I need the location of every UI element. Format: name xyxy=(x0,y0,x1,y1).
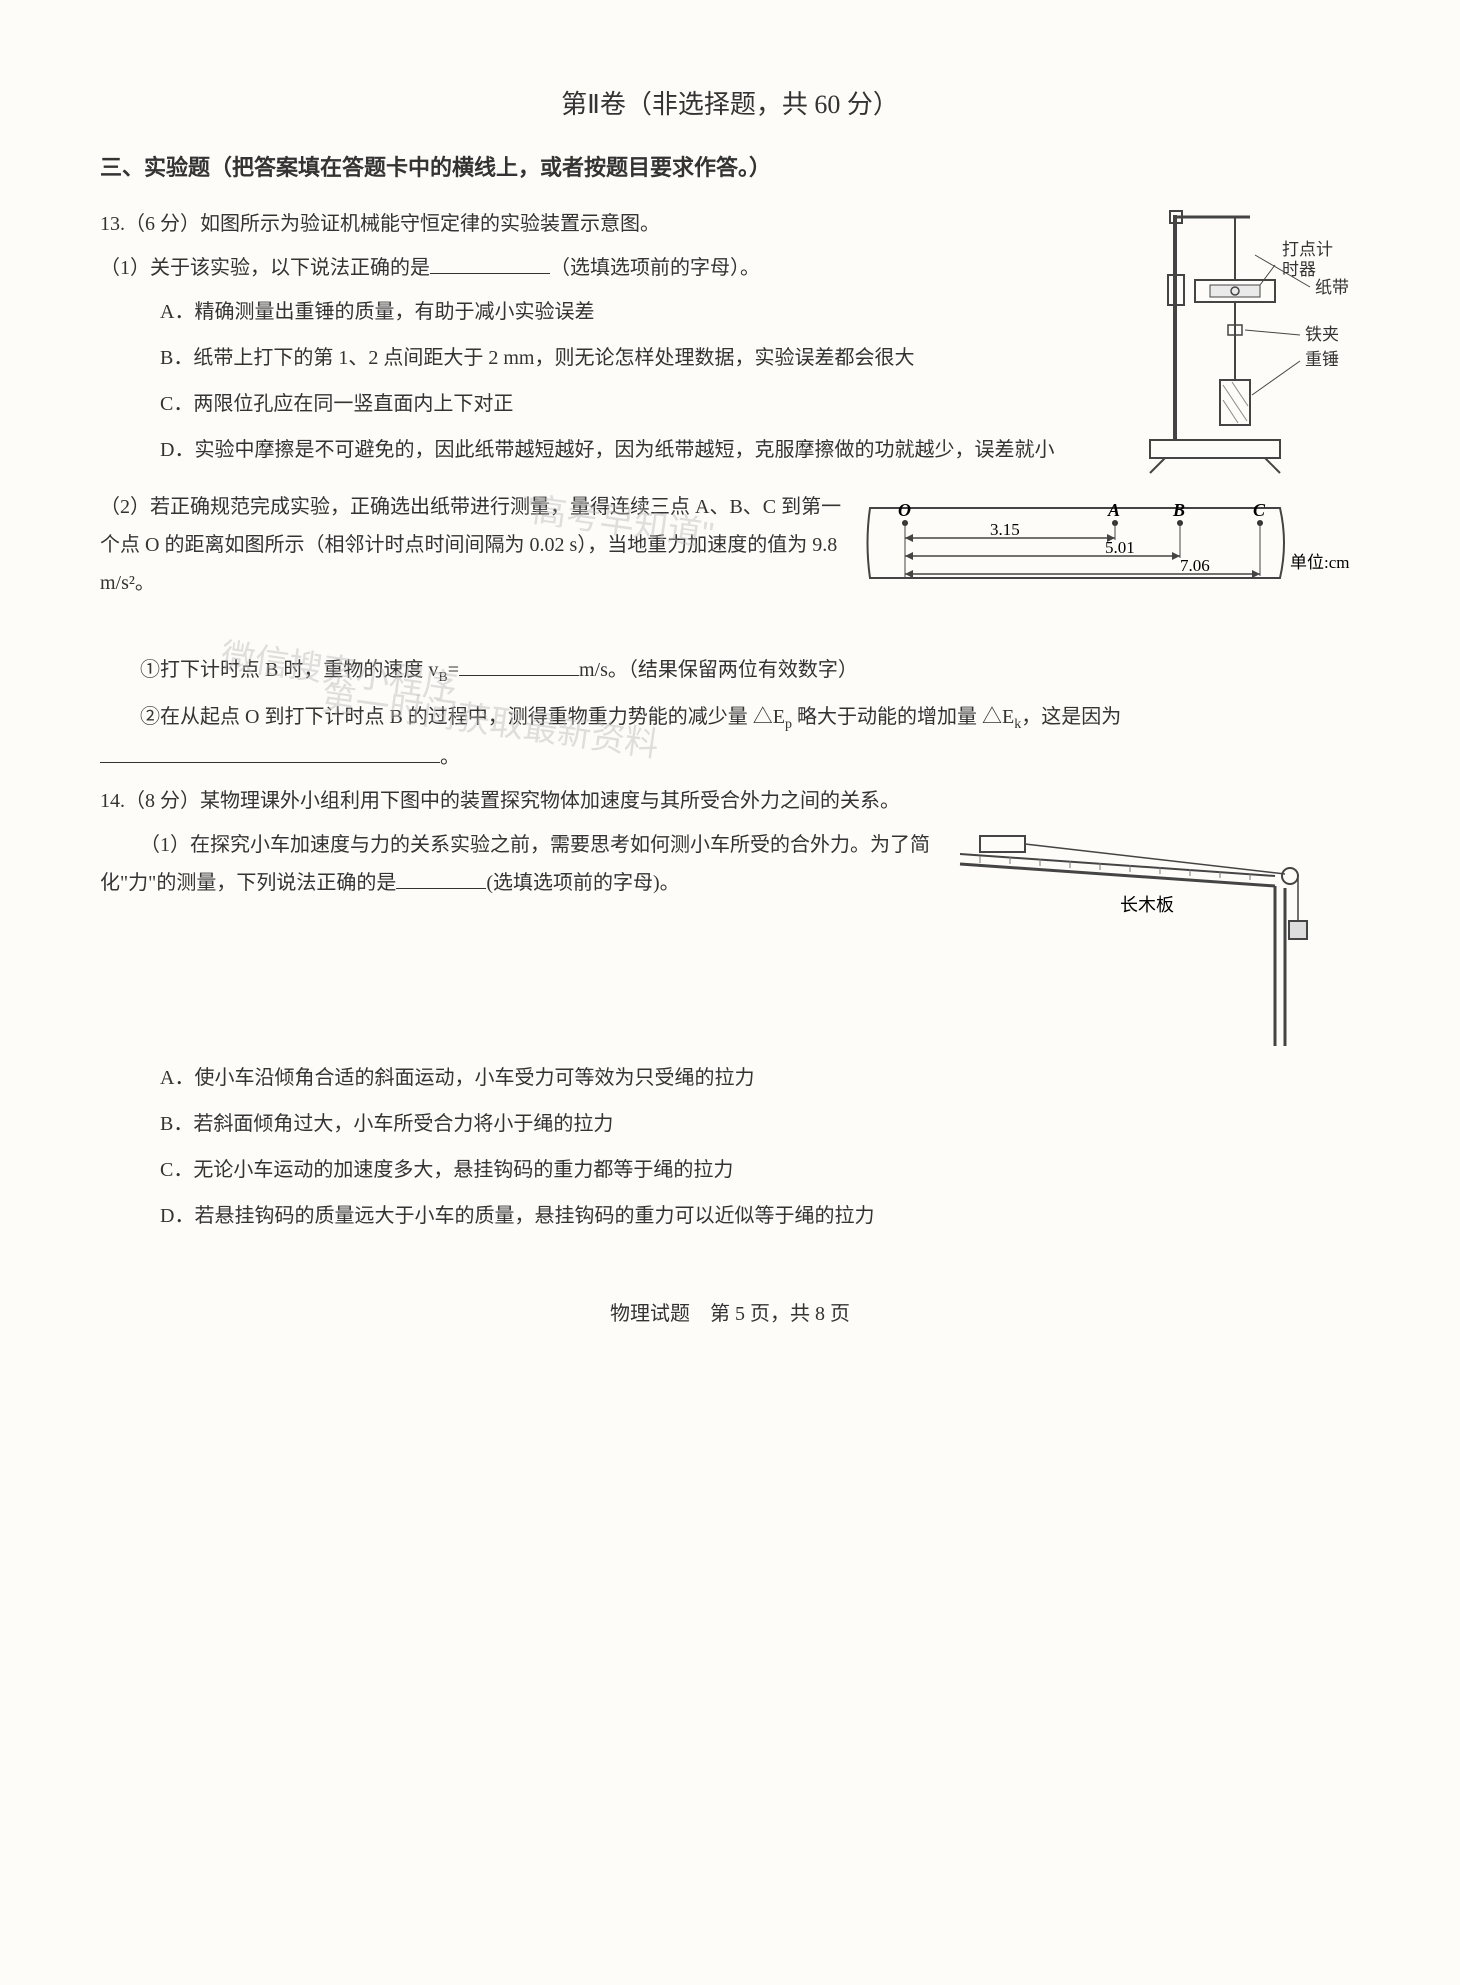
section-heading: 三、实验题（把答案填在答题卡中的横线上，或者按题目要求作答。） xyxy=(100,147,1360,189)
unit-cm: 单位:cm xyxy=(1290,553,1350,572)
tape-svg: O A B C 3.15 5.01 xyxy=(860,488,1360,638)
q14-optC: C．无论小车运动的加速度多大，悬挂钩码的重力都等于绳的拉力 xyxy=(100,1151,1360,1189)
subscript-p: p xyxy=(785,717,792,732)
label-timer: 打点计 xyxy=(1282,240,1333,259)
svg-text:时器: 时器 xyxy=(1282,260,1316,279)
roll-title: 第Ⅱ卷（非选择题，共 60 分） xyxy=(100,80,1360,129)
q13-sub2-b: 略大于动能的增加量 △E xyxy=(792,706,1014,728)
blank-fill[interactable] xyxy=(459,655,579,676)
q13-sub1-a: ①打下计时点 B 时，重物的速度 v xyxy=(140,659,438,681)
q13-sub2-c: ，这是因为 xyxy=(1021,706,1121,728)
label-O: O xyxy=(898,500,911,520)
label-B: B xyxy=(1172,500,1185,520)
label-tape: 纸带 xyxy=(1315,278,1349,297)
dim-3.15: 3.15 xyxy=(990,520,1020,539)
q14-stem: 14.（8 分）某物理课外小组利用下图中的装置探究物体加速度与其所受合外力之间的… xyxy=(100,782,1360,820)
dim-5.01: 5.01 xyxy=(1105,538,1135,557)
figure-acceleration-apparatus: 长木板 xyxy=(940,826,1360,1059)
label-A: A xyxy=(1107,500,1120,520)
figure-tape-measurements: O A B C 3.15 5.01 xyxy=(860,488,1360,651)
blank-fill[interactable] xyxy=(100,742,440,763)
q14-optB: B．若斜面倾角过大，小车所受合力将小于绳的拉力 xyxy=(100,1105,1360,1143)
q13-part1-prompt-b: （选填选项前的字母）。 xyxy=(550,257,760,279)
q13-sub1-b: = xyxy=(448,659,459,681)
q13-sub2-d: 。 xyxy=(440,746,460,768)
page-container: 第Ⅱ卷（非选择题，共 60 分） 三、实验题（把答案填在答题卡中的横线上，或者按… xyxy=(0,0,1460,1373)
q13-part1-prompt-a: （1）关于该实验，以下说法正确的是 xyxy=(100,257,430,279)
page-footer: 物理试题 第 5 页，共 8 页 xyxy=(100,1295,1360,1333)
label-C: C xyxy=(1253,500,1266,520)
blank-fill[interactable] xyxy=(396,868,486,889)
q13-sub1-c: m/s。（结果保留两位有效数字） xyxy=(579,659,858,681)
question-14: 14.（8 分）某物理课外小组利用下图中的装置探究物体加速度与其所受合外力之间的… xyxy=(100,782,1360,1235)
label-long-board: 长木板 xyxy=(1120,895,1174,915)
apparatus-svg: 打点计 时器 纸带 铁夹 重锤 xyxy=(1110,205,1360,475)
blank-fill[interactable] xyxy=(430,253,550,274)
label-hammer: 重锤 xyxy=(1305,350,1339,369)
acceleration-svg: 长木板 xyxy=(940,826,1360,1046)
q13-sub2: ②在从起点 O 到打下计时点 B 的过程中，测得重物重力势能的减少量 △Ep 略… xyxy=(100,698,1360,777)
q14-optA: A．使小车沿倾角合适的斜面运动，小车受力可等效为只受绳的拉力 xyxy=(100,1059,1360,1097)
q14-optD: D．若悬挂钩码的质量远大于小车的质量，悬挂钩码的重力可以近似等于绳的拉力 xyxy=(100,1197,1360,1235)
label-clamp: 铁夹 xyxy=(1305,325,1339,344)
dim-7.06: 7.06 xyxy=(1180,556,1210,575)
q13-sub2-a: ②在从起点 O 到打下计时点 B 的过程中，测得重物重力势能的减少量 △E xyxy=(140,706,785,728)
q13-sub1: ①打下计时点 B 时，重物的速度 vB= m/s。（结果保留两位有效数字） xyxy=(100,651,1360,692)
question-13: 打点计 时器 纸带 铁夹 重锤 13.（6 分）如图所示为验证机械能守恒定律的实… xyxy=(100,205,1360,776)
q14-part1-prompt-b: (选填选项前的字母)。 xyxy=(486,872,679,894)
figure-mechanical-energy-apparatus: 打点计 时器 纸带 铁夹 重锤 xyxy=(1110,205,1360,488)
subscript-B: B xyxy=(438,670,447,685)
